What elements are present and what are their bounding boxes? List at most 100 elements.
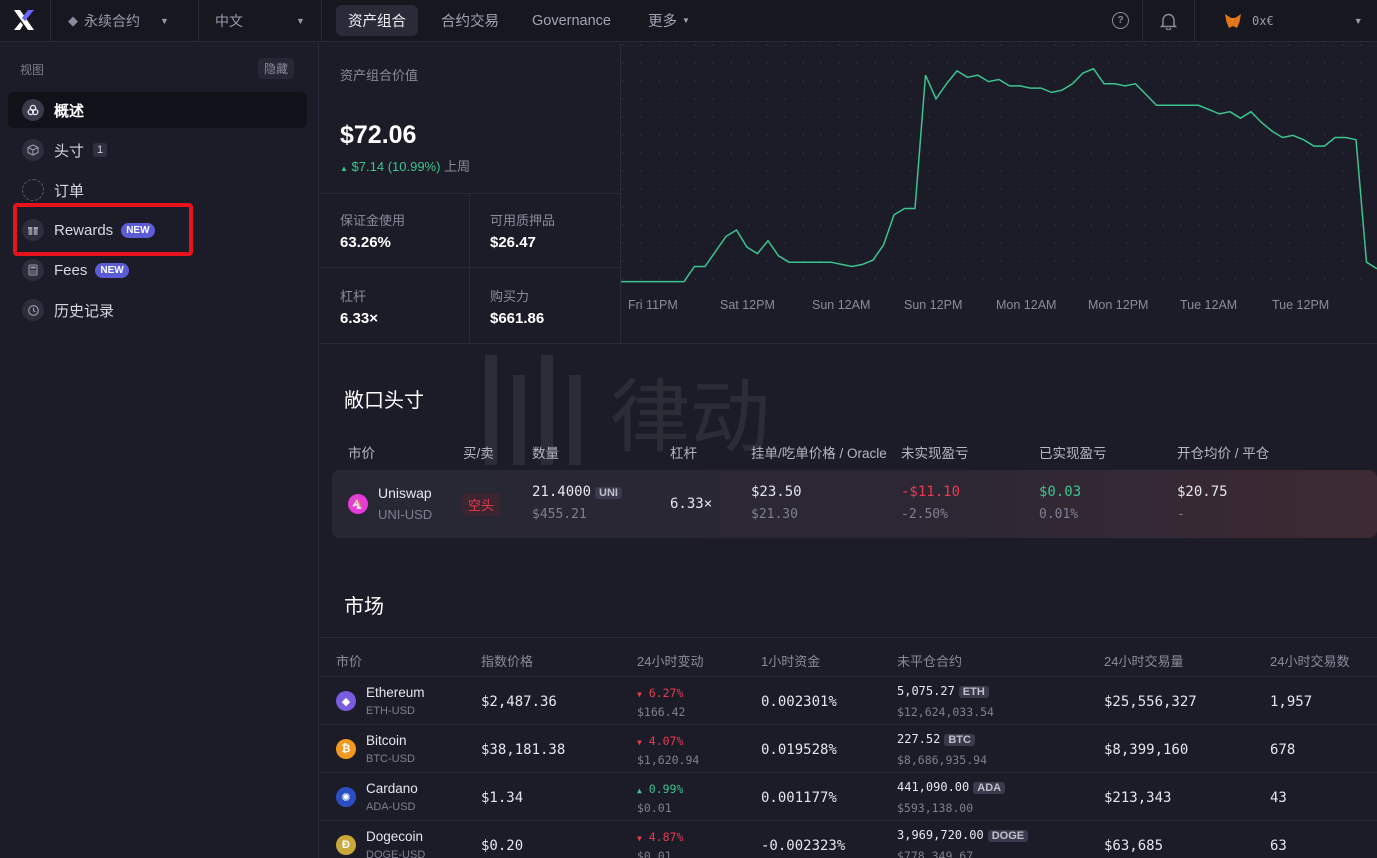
sidebar-item-fees[interactable]: Fees NEW [8, 252, 307, 288]
diamond-icon: ◆ [68, 13, 78, 28]
hide-sidebar-button[interactable]: 隐藏 [258, 58, 295, 79]
language-select[interactable]: 中文 ▼ [215, 0, 310, 42]
help-glyph: ? [1117, 15, 1124, 26]
asset-tag: ETH [958, 686, 989, 698]
market-pair: ETH-USD [366, 705, 415, 717]
new-badge: NEW [121, 222, 155, 238]
markets-col-trades[interactable]: 24小时交易数 [1270, 654, 1350, 669]
topbar-divider [1142, 0, 1143, 42]
cube-icon [22, 139, 44, 161]
gift-icon [22, 219, 44, 241]
chart-x-tick: Fri 11PM [628, 298, 678, 312]
markets-col-funding[interactable]: 1小时资金 [761, 654, 821, 669]
metamask-fox-icon [1225, 14, 1241, 28]
triangle-up-icon: ▲ [637, 786, 642, 795]
positions-col-entry: 开仓均价 / 平仓 [1177, 446, 1270, 461]
position-row[interactable]: 🦄 Uniswap UNI-USD 空头 21.4000 UNI $455.21 … [332, 470, 1377, 538]
chart-x-tick: Mon 12PM [1088, 298, 1149, 312]
position-unrealized-pnl: -$11.10 [901, 484, 961, 500]
sidebar-item-label: 概述 [54, 102, 85, 120]
change-abs: $0.01 [637, 849, 672, 858]
position-unrealized-pct: -2.50% [901, 507, 948, 522]
markets-col-index-price[interactable]: 指数价格 [481, 654, 534, 669]
markets-table-header: 市价 指数价格 24小时变动 1小时资金 未平仓合约 24小时交易量 24小时交… [320, 637, 1377, 677]
change-abs: $166.42 [637, 705, 686, 719]
portfolio-chart[interactable]: Fri 11PM Sat 12PM Sun 12AM Sun 12PM Mon 12AM… [621, 43, 1377, 343]
index-price: $0.20 [481, 838, 524, 854]
market-pair: BTC-USD [366, 753, 415, 765]
market-row-cardano[interactable]: ✺ Cardano ADA-USD $1.34 ▲ 0.99% $0.01 0.001177… [320, 773, 1377, 821]
sidebar-item-rewards[interactable]: Rewards NEW [8, 212, 307, 248]
tab-more[interactable]: 更多 ▼ [636, 5, 702, 36]
chevron-down-icon: ▼ [682, 16, 690, 25]
open-interest-usd: $778,349.67 [897, 849, 974, 858]
divider [320, 193, 620, 194]
positions-col-realized: 已实现盈亏 [1039, 446, 1107, 461]
sidebar-item-label: 历史记录 [54, 302, 115, 320]
position-leverage: 6.33× [670, 496, 713, 512]
help-icon[interactable]: ? [1112, 12, 1129, 29]
index-price: $2,487.36 [481, 694, 557, 710]
market-row-ethereum[interactable]: ◆ Ethereum ETH-USD $2,487.36 ▼ 6.27% $166.42 0… [320, 677, 1377, 725]
funding-rate: -0.002323% [761, 838, 846, 854]
open-interest-usd: $593,138.00 [897, 801, 974, 815]
tab-trade[interactable]: 合约交易 [429, 5, 511, 36]
change-pct: ▼ 6.27% [637, 686, 683, 700]
product-select-label: 永续合约 [84, 13, 140, 29]
funding-rate: 0.001177% [761, 790, 837, 806]
market-row-dogecoin[interactable]: Ð Dogecoin DOGE-USD $0.20 ▼ 4.87% $0.01 -0.002… [320, 821, 1377, 858]
coin-icon: ◆ [336, 691, 356, 711]
sidebar-item-label: Fees [54, 261, 88, 279]
positions-col-leverage: 杠杆 [670, 446, 697, 461]
position-exit-price: - [1177, 507, 1185, 522]
trades-24h: 43 [1270, 790, 1287, 806]
markets-col-volume[interactable]: 24小时交易量 [1104, 654, 1184, 669]
wallet-button[interactable]: 0x€ ▼ [1224, 0, 1366, 42]
chart-x-tick: Tue 12AM [1180, 298, 1238, 312]
open-interest: 227.52 BTC [897, 732, 975, 746]
margin-usage-label: 保证金使用 [340, 213, 406, 228]
free-collateral-label: 可用质押品 [490, 213, 556, 228]
markets-title: 市场 [344, 596, 384, 618]
sidebar-item-positions[interactable]: 头寸 1 [8, 132, 307, 168]
dashed-circle-icon [22, 179, 44, 201]
tab-label: 资产组合 [348, 14, 406, 30]
market-row-bitcoin[interactable]: ₿ Bitcoin BTC-USD $38,181.38 ▼ 4.07% $1,620.9… [320, 725, 1377, 773]
portfolio-chart-svg [621, 43, 1377, 293]
markets-col-24h-change[interactable]: 24小时变动 [637, 654, 704, 669]
volume-24h: $25,556,327 [1104, 694, 1197, 710]
sidebar-item-overview[interactable]: 概述 [8, 92, 307, 128]
coin-icon: ✺ [336, 787, 356, 807]
index-price: $38,181.38 [481, 742, 566, 758]
markets-col-market[interactable]: 市价 [336, 654, 363, 669]
language-select-label: 中文 [215, 13, 243, 29]
portfolio-value-label: 资产组合价值 [340, 68, 419, 83]
position-market-name: Uniswap [378, 485, 432, 501]
position-oracle-price: $21.30 [751, 507, 798, 522]
product-select[interactable]: ◆ 永续合约 ▼ [68, 0, 186, 42]
chart-x-tick: Sun 12PM [904, 298, 963, 312]
open-interest-value: 5,075.27 [897, 684, 955, 698]
sidebar-item-history[interactable]: 历史记录 [8, 292, 307, 328]
chevron-down-icon: ▼ [296, 16, 305, 26]
position-size-value: 21.4000 [532, 484, 592, 500]
change-abs: $1,620.94 [637, 753, 700, 767]
positions-col-unrealized: 未实现盈亏 [901, 446, 969, 461]
markets-col-open-interest[interactable]: 未平仓合约 [897, 654, 963, 669]
bell-icon[interactable] [1160, 12, 1177, 30]
chart-x-tick: Tue 12PM [1272, 298, 1330, 312]
tab-governance[interactable]: Governance [520, 5, 623, 36]
market-pair: DOGE-USD [366, 849, 426, 858]
triangle-up-icon: ▲ [340, 164, 348, 173]
dydx-logo-icon[interactable] [12, 8, 36, 32]
topbar-divider [50, 0, 51, 42]
sidebar-item-orders[interactable]: 订单 [8, 172, 307, 208]
tab-portfolio[interactable]: 资产组合 [336, 5, 418, 36]
open-interest-value: 441,090.00 [897, 780, 970, 794]
trades-24h: 1,957 [1270, 694, 1313, 710]
change-pct: ▲ 0.99% [637, 782, 683, 796]
calculator-icon [22, 259, 44, 281]
portfolio-change-value: $7.14 (10.99%) [351, 159, 441, 174]
wallet-address: 0x€ [1252, 14, 1274, 28]
change-pct-value: 4.87% [648, 830, 684, 844]
